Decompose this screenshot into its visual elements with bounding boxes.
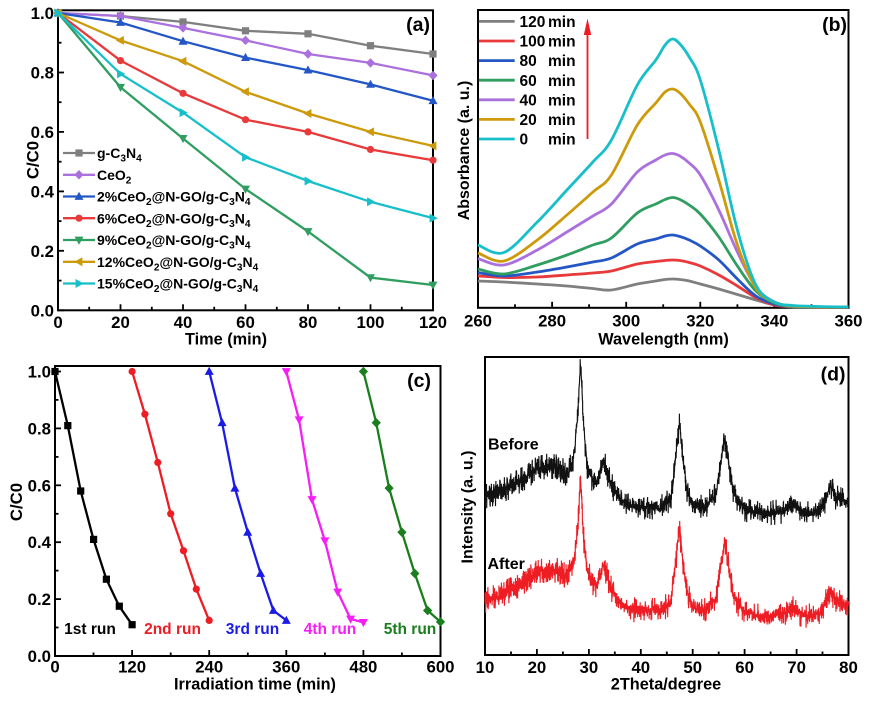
svg-text:0.4: 0.4 — [28, 533, 52, 552]
svg-text:20: 20 — [111, 313, 130, 332]
svg-text:g-C3​N4​: g-C3​N4​ — [97, 145, 142, 165]
svg-text:min: min — [548, 73, 576, 90]
svg-text:2Theta/degree: 2Theta/degree — [611, 676, 721, 694]
svg-text:300: 300 — [612, 312, 640, 331]
svg-text:360: 360 — [272, 658, 300, 677]
svg-text:70: 70 — [787, 658, 806, 677]
svg-text:0: 0 — [53, 313, 62, 332]
svg-text:3rd run: 3rd run — [226, 621, 279, 638]
svg-text:100: 100 — [520, 34, 546, 51]
svg-text:20: 20 — [520, 112, 537, 129]
svg-text:(b): (b) — [822, 14, 847, 36]
svg-text:320: 320 — [686, 312, 714, 331]
svg-text:min: min — [548, 34, 576, 51]
svg-text:120: 120 — [520, 14, 546, 31]
svg-text:Intensity (a. u.): Intensity (a. u.) — [460, 451, 477, 564]
svg-text:After: After — [488, 556, 525, 573]
svg-text:2%CeO2​@N-GO/g-C3​N4​: 2%CeO2​@N-GO/g-C3​N4​ — [97, 189, 251, 209]
svg-text:0.4: 0.4 — [31, 182, 55, 201]
svg-text:1st run: 1st run — [64, 621, 116, 638]
svg-text:min: min — [548, 132, 576, 149]
svg-text:Time (min): Time (min) — [185, 331, 267, 349]
svg-text:C/C0: C/C0 — [7, 483, 26, 521]
svg-text:2nd run: 2nd run — [144, 621, 201, 638]
svg-text:60: 60 — [520, 73, 537, 90]
svg-text:60: 60 — [236, 313, 255, 332]
svg-text:0: 0 — [520, 132, 529, 149]
svg-text:60: 60 — [735, 658, 754, 677]
svg-text:80: 80 — [839, 658, 858, 677]
svg-text:min: min — [548, 92, 576, 109]
svg-text:50: 50 — [683, 658, 702, 677]
svg-text:1.0: 1.0 — [31, 4, 54, 23]
svg-text:100: 100 — [357, 313, 385, 332]
svg-text:0.2: 0.2 — [28, 590, 51, 609]
svg-text:1.0: 1.0 — [28, 363, 51, 382]
svg-text:0.8: 0.8 — [31, 63, 54, 82]
svg-text:120: 120 — [419, 313, 447, 332]
svg-text:240: 240 — [195, 658, 223, 677]
svg-text:0.8: 0.8 — [28, 419, 51, 438]
svg-text:10: 10 — [476, 658, 495, 677]
svg-text:0.2: 0.2 — [31, 242, 54, 261]
svg-text:30: 30 — [580, 658, 599, 677]
svg-text:min: min — [548, 14, 576, 31]
svg-text:480: 480 — [349, 658, 377, 677]
svg-text:(a): (a) — [406, 14, 430, 36]
svg-text:80: 80 — [520, 53, 537, 70]
svg-text:Before: Before — [488, 437, 539, 454]
svg-text:40: 40 — [520, 92, 537, 109]
svg-text:C/C0: C/C0 — [24, 141, 43, 179]
svg-text:Irradiation time (min): Irradiation time (min) — [174, 676, 336, 694]
svg-text:0.0: 0.0 — [31, 301, 54, 320]
svg-text:0: 0 — [50, 658, 59, 677]
svg-text:6%CeO2​@N-GO/g-C3​N4​: 6%CeO2​@N-GO/g-C3​N4​ — [97, 210, 251, 230]
svg-text:Wavelength (nm): Wavelength (nm) — [598, 331, 729, 349]
svg-text:600: 600 — [427, 658, 455, 677]
svg-text:20: 20 — [528, 658, 547, 677]
svg-text:0.6: 0.6 — [31, 123, 54, 142]
svg-text:min: min — [548, 53, 576, 70]
svg-text:0.0: 0.0 — [28, 647, 51, 666]
svg-text:260: 260 — [464, 312, 492, 331]
svg-text:40: 40 — [631, 658, 650, 677]
svg-text:(c): (c) — [407, 370, 431, 392]
svg-text:CeO2​: CeO2​ — [97, 167, 132, 187]
svg-text:9%CeO2​@N-GO/g-C3​N4​: 9%CeO2​@N-GO/g-C3​N4​ — [97, 232, 251, 252]
svg-text:40: 40 — [174, 313, 193, 332]
svg-text:4th run: 4th run — [304, 621, 357, 638]
svg-text:0.6: 0.6 — [28, 476, 51, 495]
svg-text:12%CeO2​@N-GO/g-C3​N4​: 12%CeO2​@N-GO/g-C3​N4​ — [97, 254, 259, 274]
svg-text:280: 280 — [538, 312, 566, 331]
svg-text:80: 80 — [299, 313, 318, 332]
svg-text:Absorbance (a. u.): Absorbance (a. u.) — [456, 81, 473, 221]
svg-text:340: 340 — [760, 312, 788, 331]
svg-text:5th run: 5th run — [384, 621, 437, 638]
svg-text:120: 120 — [118, 658, 146, 677]
svg-text:min: min — [548, 112, 576, 129]
svg-text:360: 360 — [835, 312, 863, 331]
svg-text:15%CeO2​@N-GO/g-C3​N4​: 15%CeO2​@N-GO/g-C3​N4​ — [97, 276, 259, 296]
svg-text:(d): (d) — [821, 364, 846, 386]
